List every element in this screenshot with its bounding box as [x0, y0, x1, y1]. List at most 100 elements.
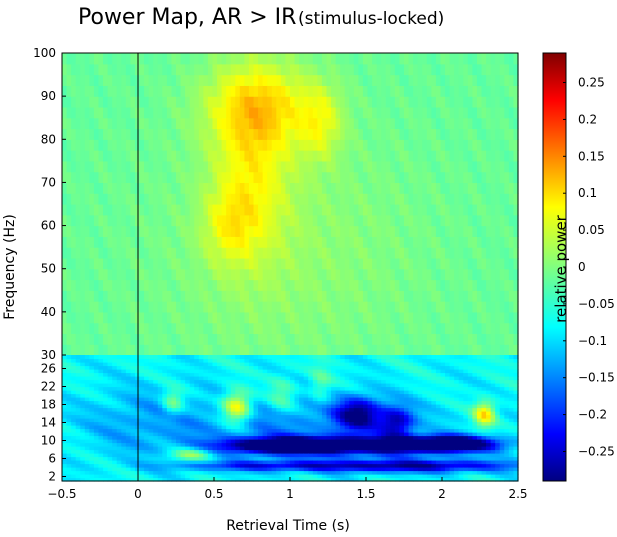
- heatmap-cell: [495, 268, 501, 281]
- heatmap-cell: [62, 358, 68, 363]
- heatmap-cell: [80, 171, 86, 184]
- heatmap-cell: [80, 96, 86, 108]
- heatmap-cell: [404, 290, 410, 302]
- heatmap-cell: [271, 301, 277, 313]
- heatmap-cell: [267, 355, 273, 360]
- heatmap-cell: [317, 421, 323, 426]
- heatmap-cell: [280, 204, 287, 216]
- heatmap-cell: [162, 397, 168, 402]
- heatmap-cell: [299, 474, 305, 479]
- heatmap-cell: [280, 386, 287, 391]
- heatmap-cell: [107, 150, 113, 162]
- heatmap-cell: [362, 128, 369, 140]
- heatmap-cell: [399, 311, 405, 324]
- heatmap-cell: [103, 470, 109, 475]
- heatmap-cell: [226, 182, 232, 194]
- heatmap-cell: [221, 333, 227, 345]
- heatmap-cell: [176, 85, 182, 97]
- heatmap-cell: [166, 182, 173, 194]
- heatmap-cell: [203, 117, 209, 130]
- heatmap-cell: [303, 414, 309, 419]
- heatmap-cell: [340, 117, 346, 130]
- heatmap-cell: [203, 435, 209, 440]
- heatmap-cell: [130, 74, 136, 86]
- heatmap-cell: [80, 407, 86, 412]
- heatmap-cell: [362, 344, 369, 356]
- heatmap-cell: [267, 453, 273, 458]
- heatmap-cell: [244, 446, 250, 451]
- heatmap-cell: [226, 268, 232, 281]
- heatmap-cell: [103, 355, 109, 360]
- heatmap-cell: [344, 257, 350, 270]
- heatmap-cell: [276, 428, 282, 433]
- heatmap-cell: [299, 435, 305, 440]
- heatmap-cell: [116, 74, 122, 86]
- heatmap-cell: [394, 150, 401, 162]
- heatmap-cell: [276, 397, 282, 402]
- heatmap-cell: [326, 160, 332, 173]
- heatmap-cell: [144, 290, 150, 302]
- heatmap-cell: [217, 365, 223, 370]
- heatmap-cell: [107, 425, 113, 430]
- heatmap-cell: [139, 355, 145, 360]
- heatmap-cell: [162, 449, 168, 454]
- heatmap-cell: [148, 432, 154, 437]
- heatmap-cell: [440, 74, 446, 86]
- heatmap-cell: [326, 477, 332, 482]
- heatmap-cell: [435, 301, 442, 313]
- heatmap-cell: [299, 311, 305, 324]
- heatmap-cell: [458, 63, 464, 76]
- heatmap-cell: [80, 379, 86, 384]
- heatmap-cell: [121, 106, 127, 119]
- heatmap-cell: [98, 74, 104, 86]
- heatmap-cell: [303, 400, 309, 405]
- heatmap-cell: [454, 279, 460, 291]
- heatmap-cell: [171, 467, 177, 472]
- heatmap-cell: [344, 301, 350, 313]
- heatmap-cell: [299, 463, 305, 468]
- heatmap-cell: [317, 453, 323, 458]
- heatmap-cell: [454, 85, 460, 97]
- heatmap-cell: [308, 225, 314, 237]
- heatmap-cell: [476, 204, 483, 216]
- heatmap-cell: [463, 117, 469, 130]
- heatmap-cell: [248, 407, 255, 412]
- heatmap-cell: [321, 311, 328, 324]
- heatmap-cell: [171, 418, 177, 423]
- heatmap-cell: [299, 393, 305, 398]
- heatmap-cell: [98, 442, 104, 447]
- heatmap-cell: [75, 74, 81, 86]
- heatmap-cell: [180, 453, 186, 458]
- heatmap-cell: [66, 63, 72, 76]
- heatmap-cell: [472, 214, 478, 227]
- heatmap-cell: [130, 257, 136, 270]
- heatmap-cell: [285, 193, 291, 205]
- heatmap-cell: [258, 425, 264, 430]
- heatmap-cell: [253, 117, 259, 130]
- heatmap-cell: [180, 214, 186, 227]
- heatmap-cell: [66, 425, 72, 430]
- heatmap-cell: [116, 96, 122, 108]
- heatmap-cell: [144, 214, 150, 227]
- heatmap-cell: [331, 428, 337, 433]
- heatmap-cell: [253, 397, 259, 402]
- heatmap-cell: [385, 193, 391, 205]
- heatmap-cell: [226, 411, 232, 416]
- heatmap-cell: [253, 467, 259, 472]
- heatmap-cell: [112, 225, 118, 237]
- heatmap-cell: [362, 74, 369, 86]
- heatmap-cell: [504, 182, 510, 194]
- heatmap-cell: [362, 182, 369, 194]
- heatmap-cell: [230, 150, 236, 162]
- heatmap-cell: [98, 446, 104, 451]
- heatmap-cell: [335, 193, 341, 205]
- heatmap-cell: [417, 85, 423, 97]
- heatmap-cell: [217, 369, 223, 374]
- heatmap-cell: [185, 85, 191, 97]
- heatmap-cell: [248, 182, 255, 194]
- heatmap-cell: [308, 376, 314, 381]
- heatmap-cell: [376, 74, 382, 86]
- heatmap-cell: [308, 428, 314, 433]
- heatmap-cell: [144, 379, 150, 384]
- heatmap-cell: [84, 449, 90, 454]
